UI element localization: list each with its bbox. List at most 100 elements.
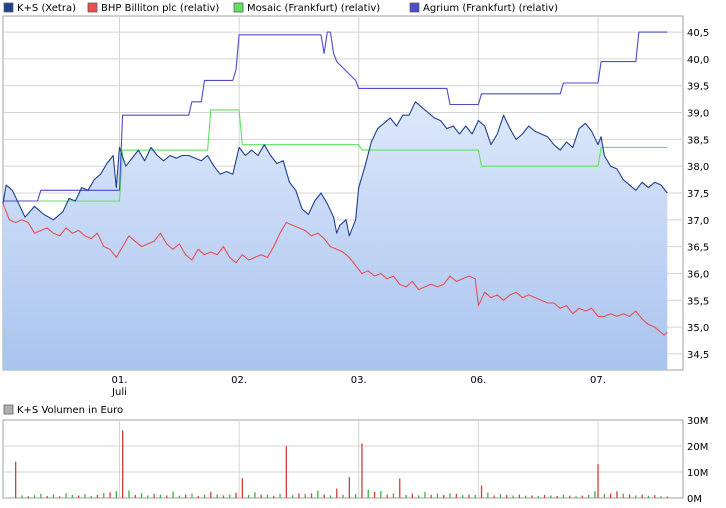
y-tick-label: 40,0	[687, 55, 709, 66]
legend-swatch-ks	[3, 2, 14, 13]
volume-bar	[666, 496, 668, 498]
volume-y-tick-label: 30M	[687, 416, 708, 427]
x-tick-label: 03.	[351, 375, 367, 386]
volume-bar	[424, 491, 426, 498]
volume-legend-label: K+S Volumen in Euro	[17, 405, 123, 416]
volume-bar	[310, 493, 313, 498]
y-tick-label: 38,5	[687, 135, 709, 146]
volume-bar	[59, 496, 61, 498]
volume-bar	[506, 494, 508, 498]
volume-bar	[641, 494, 643, 498]
volume-bar	[537, 495, 539, 498]
volume-bar	[342, 494, 344, 498]
volume-bar	[21, 495, 23, 498]
volume-bar	[336, 488, 338, 498]
x-tick-sublabel: Juli	[111, 387, 127, 398]
volume-bar	[355, 494, 357, 498]
volume-bar	[654, 495, 656, 498]
volume-bar	[166, 495, 168, 498]
volume-bar	[462, 495, 464, 498]
volume-bar	[499, 494, 502, 498]
volume-bar	[140, 493, 143, 498]
volume-bar	[279, 493, 281, 498]
volume-bar	[96, 494, 99, 498]
volume-bar	[33, 495, 36, 498]
volume-bar	[480, 485, 483, 498]
volume-bar	[52, 494, 55, 498]
volume-bar	[455, 493, 457, 498]
volume-bar	[298, 493, 300, 498]
volume-bar	[229, 494, 231, 498]
volume-bar	[103, 493, 105, 498]
volume-bar	[660, 496, 662, 498]
volume-bar	[15, 461, 17, 498]
volume-bar	[543, 494, 546, 498]
volume-bar	[597, 464, 599, 498]
volume-bar	[449, 493, 451, 498]
volume-bar	[373, 492, 376, 498]
series-line-agrium	[3, 31, 668, 202]
volume-bar	[329, 495, 332, 498]
series-line-ks	[2, 101, 668, 237]
y-tick-label: 37,0	[687, 216, 709, 227]
x-tick-label: 01.	[112, 375, 128, 386]
volume-bar	[185, 494, 187, 498]
legend-swatch-bhp	[87, 2, 98, 13]
volume-bar	[153, 493, 155, 498]
volume-bar	[392, 493, 395, 498]
volume-bar	[248, 494, 250, 498]
volume-bar	[128, 490, 130, 498]
volume-bar	[147, 495, 149, 498]
volume-bar	[273, 495, 275, 498]
volume-bar	[203, 494, 206, 498]
volume-bar	[348, 477, 350, 498]
volume-bar	[260, 494, 262, 498]
volume-bar	[647, 495, 650, 498]
volume-bar	[254, 492, 256, 498]
y-tick-label: 40,5	[687, 28, 709, 39]
volume-bar	[594, 491, 596, 498]
volume-bar	[405, 494, 407, 498]
volume-bar	[40, 493, 42, 498]
volume-bar	[285, 446, 287, 498]
volume-bar	[531, 495, 533, 498]
volume-bar	[134, 494, 136, 498]
ks-area-fill	[3, 101, 668, 371]
volume-bar	[191, 493, 193, 498]
x-tick-label: 02.	[231, 375, 247, 386]
volume-bar	[78, 495, 80, 498]
volume-bar	[222, 495, 225, 498]
volume-bar	[380, 491, 382, 498]
volume-bar	[172, 491, 174, 498]
volume-bar	[474, 494, 476, 498]
volume-bar	[210, 491, 212, 498]
legend-label-mosaic: Mosaic (Frankfurt) (relativ)	[247, 3, 380, 14]
volume-bar	[197, 495, 199, 498]
volume-bar	[46, 495, 48, 498]
volume-bar	[616, 491, 618, 498]
series-line-bhp	[2, 203, 668, 336]
volume-bar	[436, 493, 439, 498]
y-tick-label: 36,5	[687, 243, 709, 254]
volume-bar	[418, 495, 420, 498]
y-tick-label: 34,5	[687, 350, 709, 361]
volume-bar	[468, 494, 470, 498]
volume-bar	[603, 494, 605, 498]
legend-label-ks: K+S (Xetra)	[17, 3, 76, 14]
volume-bar	[525, 495, 527, 498]
volume-bar	[367, 489, 369, 498]
volume-bar	[610, 493, 612, 498]
volume-bar	[292, 495, 294, 498]
volume-bar	[216, 494, 218, 498]
y-tick-label: 39,0	[687, 109, 709, 120]
volume-bar	[581, 495, 583, 498]
volume-y-tick-label: 0M	[687, 494, 702, 505]
volume-bar	[430, 494, 432, 498]
volume-legend-swatch	[3, 404, 14, 415]
volume-bar	[115, 491, 117, 498]
volume-bar	[159, 494, 162, 498]
volume-bar	[361, 443, 363, 498]
volume-bar	[487, 492, 489, 498]
volume-bar	[562, 494, 565, 498]
volume-bar	[518, 494, 520, 498]
